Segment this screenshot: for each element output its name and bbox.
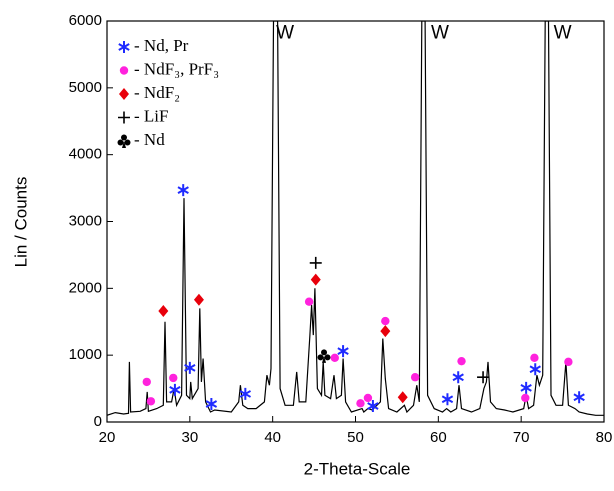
x-tick-label: 20: [99, 429, 116, 446]
star-marker: [529, 363, 541, 376]
star-marker: [337, 345, 349, 358]
legend-swatch: [117, 134, 131, 148]
circle-marker: [356, 399, 365, 408]
x-tick-label: 60: [430, 429, 447, 446]
annotation: W: [431, 23, 449, 44]
diamond-marker: [397, 391, 408, 404]
club-lobe: [324, 354, 331, 361]
x-tick-label: 70: [513, 429, 530, 446]
club-lobe: [124, 139, 131, 146]
star-marker: [452, 371, 464, 384]
y-tick-label: 5000: [69, 79, 102, 96]
plus-marker: [477, 371, 490, 384]
club-stem: [322, 355, 327, 363]
y-tick-label: 4000: [69, 146, 102, 163]
star-marker: [169, 383, 181, 396]
legend-label: - Nd: [134, 130, 165, 149]
legend-label: - Nd, Pr: [134, 36, 189, 55]
legend-label: - LiF: [134, 106, 168, 125]
y-tick-label: 0: [94, 413, 102, 430]
club-stem: [122, 141, 126, 148]
circle-marker: [410, 373, 420, 382]
circle-marker: [169, 373, 178, 383]
star-marker: [177, 184, 189, 197]
annotation: W: [276, 23, 294, 44]
legend-swatch: [119, 88, 129, 100]
diamond-marker: [193, 293, 204, 306]
y-tick-label: 1000: [69, 346, 102, 363]
circle-marker: [304, 297, 314, 306]
legend-swatch: [118, 111, 130, 124]
spectrum-line: [107, 21, 604, 416]
y-axis-label: Lin / Counts: [11, 177, 30, 268]
y-tick-label: 3000: [69, 212, 102, 229]
x-tick-label: 40: [264, 429, 281, 446]
plus-marker: [309, 256, 322, 269]
legend-swatch: [118, 41, 130, 53]
y-tick-label: 2000: [69, 279, 102, 296]
y-tick-label: 6000: [69, 12, 102, 29]
star-marker: [441, 393, 454, 406]
club-lobe: [117, 139, 124, 146]
circle-marker: [530, 353, 539, 363]
x-axis-label: 2-Theta-Scale: [304, 459, 411, 478]
circle-marker: [146, 397, 156, 406]
star-marker: [184, 361, 196, 374]
club-lobe: [121, 134, 127, 141]
x-tick-label: 30: [181, 429, 198, 446]
diamond-marker: [380, 325, 391, 338]
star-marker: [573, 391, 585, 404]
club-marker: [317, 349, 331, 363]
star-marker: [520, 381, 532, 394]
legend-label: - NdF₂: [134, 83, 180, 102]
circle-marker: [521, 393, 530, 403]
circle-marker: [363, 393, 373, 403]
circle-marker: [564, 357, 573, 367]
circle-marker: [381, 316, 390, 326]
legend-swatch: [119, 66, 129, 75]
club-lobe: [317, 354, 324, 361]
star-marker: [367, 399, 379, 412]
club-lobe: [321, 349, 328, 356]
circle-marker: [142, 377, 151, 387]
x-tick-label: 50: [347, 429, 364, 446]
plot-frame: [106, 20, 605, 423]
annotation: W: [554, 23, 572, 44]
star-marker: [239, 387, 252, 400]
diamond-marker: [158, 305, 169, 318]
circle-marker: [330, 353, 339, 363]
diamond-marker: [310, 273, 321, 286]
circle-marker: [457, 356, 466, 366]
x-tick-label: 80: [596, 429, 613, 446]
legend-label: - NdF₃, PrF₃: [134, 59, 219, 78]
star-marker: [205, 397, 218, 410]
